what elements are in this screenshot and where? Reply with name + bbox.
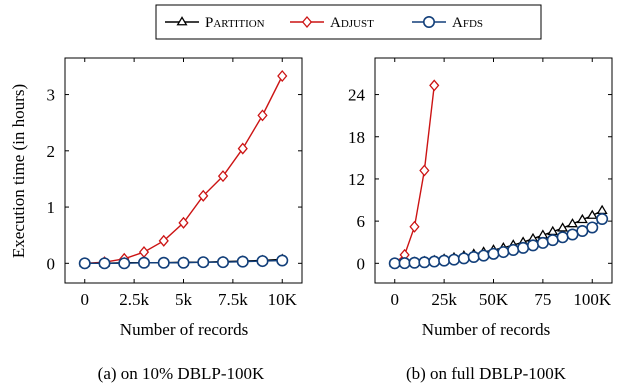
panel-a-xtick-label: 5k	[175, 290, 193, 309]
panel-b-series-afds-point	[418, 256, 431, 269]
legend-adjust-marker	[301, 15, 313, 29]
panel-a-series-adjust-point	[257, 109, 268, 122]
panel-a-series	[78, 69, 289, 270]
panel-a-series-afds-point	[236, 255, 249, 268]
panel-a-series-afds-point	[157, 256, 170, 269]
panel-a-series-afds-point	[276, 254, 289, 267]
panel-a-series-afds-point	[256, 255, 269, 268]
panel-a-series-adjust-point	[198, 189, 209, 202]
panel-a: 0 2.5k 5k 7.5k 10K 0 1 2 3 Execution time (in ho…	[9, 57, 303, 383]
panel-b-series-adjust-point	[409, 220, 420, 233]
panel-b-series-afds-point	[438, 254, 451, 267]
panel-a-xtick-label: 7.5k	[218, 290, 248, 309]
panel-b-series-adjust-line	[394, 85, 435, 264]
panel-b-ytick-label: 0	[357, 254, 366, 273]
panel-b-series-afds-point	[477, 249, 490, 262]
panel-b-series-afds-point	[536, 236, 549, 249]
panel-a-series-adjust-point	[237, 142, 248, 155]
panel-b-series-afds-point	[398, 257, 411, 270]
panel-a-series-adjust-point	[217, 170, 229, 183]
panel-b-ytick-label: 24	[348, 86, 366, 105]
panel-a-series-afds-point	[78, 257, 91, 270]
panel-b-series-afds-point	[497, 246, 510, 259]
legend-items: Partition Adjust Afds	[165, 15, 483, 31]
panel-a-series-afds-point	[177, 256, 190, 269]
panel-b-series-afds-point	[507, 243, 520, 256]
panel-b-ytick-label: 18	[348, 128, 365, 147]
panel-b-series-afds-point	[487, 247, 500, 260]
panel-b-series-afds-point	[457, 252, 470, 265]
panel-b-series-afds-point	[576, 224, 589, 237]
panel-b-xtick-label: 0	[391, 290, 400, 309]
panel-a-ticks: 0 2.5k 5k 7.5k 10K 0 1 2 3	[47, 58, 302, 309]
legend-adjust-label: Adjust	[330, 15, 374, 31]
panel-a-series-afds-point	[98, 257, 111, 270]
panel-b-xtick-label: 50K	[479, 290, 509, 309]
legend-frame	[155, 4, 542, 40]
panel-a-plot-area	[64, 57, 303, 284]
panel-a-series-afds-point	[197, 256, 210, 269]
panel-b-xlabel: Number of records	[422, 320, 550, 339]
legend-afds-marker	[422, 15, 435, 28]
panel-b-series-partition-point	[557, 222, 569, 232]
panel-a-ytick-label: 0	[47, 254, 56, 273]
panel-b-xtick-label: 75	[534, 290, 551, 309]
panel-a-series-afds-point	[217, 256, 230, 269]
legend-partition-label: Partition	[205, 15, 265, 31]
panel-b-series-partition-point	[566, 218, 579, 228]
panel-b-caption: (b) on full DBLP-100K	[406, 364, 567, 383]
panel-a-series-adjust-point	[158, 234, 169, 247]
panel-b-series-afds-point	[467, 250, 480, 263]
panel-b-series-afds-point	[408, 256, 421, 269]
panel-b-ytick-label: 6	[357, 212, 366, 231]
panel-b-series-partition-point	[586, 209, 598, 219]
panel-b-series-afds-point	[596, 213, 609, 226]
panel-a-series-adjust-point	[138, 246, 150, 259]
panel-a-xtick-label: 0	[81, 290, 90, 309]
panel-b-series-afds-point	[586, 221, 599, 234]
panel-b-series-adjust-point	[429, 79, 440, 92]
panel-a-ytick-label: 3	[47, 86, 56, 105]
panel-b-series-afds-point	[517, 241, 530, 254]
panel-b-series-afds-point	[556, 231, 569, 244]
panel-b-ticks: 0 25k 50K 75 100K 0 6 12 18 24	[348, 58, 612, 309]
panel-b-series-afds-point	[447, 253, 460, 266]
panel-b-series-afds-point	[526, 239, 539, 252]
legend-afds-label: Afds	[452, 15, 483, 31]
panel-b-xtick-label: 100K	[573, 290, 612, 309]
panel-a-xlabel: Number of records	[120, 320, 248, 339]
panel-b-series-afds-point	[566, 228, 579, 241]
panel-a-ytick-label: 2	[47, 142, 56, 161]
panel-b-series-partition-point	[596, 204, 608, 214]
panel-b-series-afds-point	[388, 257, 401, 270]
panel-a-ytick-label: 1	[47, 198, 56, 217]
panel-a-series-afds-point	[138, 256, 151, 269]
panel-b-series	[388, 79, 609, 270]
panel-a-series-adjust-line	[84, 75, 283, 265]
panel-b-series-afds-point	[428, 255, 441, 268]
panel-a-xtick-label: 2.5k	[119, 290, 149, 309]
panel-a-series-afds-point	[118, 257, 131, 270]
legend-partition-marker	[176, 16, 188, 26]
panel-b-series-adjust-point	[419, 164, 430, 177]
panel-a-series-adjust-point	[277, 69, 288, 83]
panel-b-xtick-label: 25k	[431, 290, 457, 309]
panel-a-caption: (a) on 10% DBLP-100K	[98, 364, 265, 383]
panel-b-series-afds-point	[546, 234, 559, 247]
legend: Partition Adjust Afds	[155, 4, 542, 40]
panel-a-series-adjust-point	[178, 216, 189, 229]
panel-b-series-partition-point	[576, 213, 588, 224]
panel-b-ytick-label: 12	[348, 170, 365, 189]
panel-a-xtick-label: 10K	[268, 290, 298, 309]
panel-a-ylabel: Execution time (in hours)	[9, 84, 28, 258]
